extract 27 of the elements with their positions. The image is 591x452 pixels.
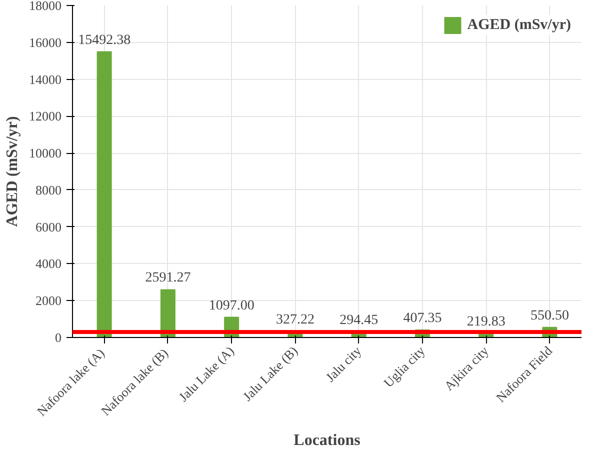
data-label: 219.83 — [466, 314, 506, 330]
y-tick-label: 12000 — [29, 108, 62, 124]
y-tick-label: 18000 — [29, 0, 62, 13]
data-label: 294.45 — [340, 313, 378, 328]
y-tick-label: 10000 — [29, 146, 62, 161]
y-tick-label: 16000 — [29, 34, 62, 50]
y-tick-label: 0 — [55, 330, 62, 345]
x-tick-label: Jalu Lake (A) — [176, 343, 237, 404]
x-tick-label: Jalu city — [322, 342, 364, 385]
y-tick-label: 4000 — [36, 256, 62, 272]
data-label: 2591.27 — [145, 270, 191, 286]
bar — [96, 51, 112, 338]
x-tick-label: Uglia city — [380, 342, 428, 390]
data-label: 327.22 — [276, 312, 314, 328]
x-axis-title: Locations — [294, 432, 360, 450]
x-tick-label: Jalu Lake (B) — [240, 343, 300, 404]
y-tick-label: 8000 — [36, 182, 62, 198]
y-tick-label: 6000 — [36, 219, 62, 234]
legend-label: AGED (mSv/yr) — [467, 16, 571, 34]
data-label: 15492.38 — [78, 32, 131, 48]
bar — [160, 289, 176, 338]
data-label: 1097.00 — [208, 298, 254, 314]
y-tick-label: 2000 — [36, 293, 62, 308]
data-label: 550.50 — [530, 308, 569, 324]
data-label: 407.35 — [403, 310, 442, 326]
y-tick-label: 14000 — [29, 72, 62, 87]
y-axis-title: AGED (mSv/yr) — [4, 116, 21, 227]
